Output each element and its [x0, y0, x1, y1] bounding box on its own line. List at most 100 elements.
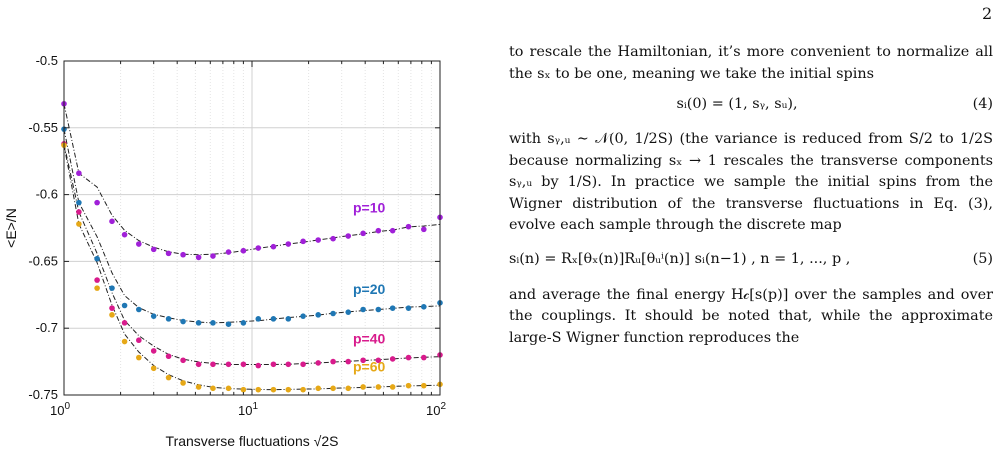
data-point-p=60	[180, 380, 186, 386]
data-point-p=10	[109, 218, 115, 225]
data-point-p=20	[300, 313, 306, 319]
series-label-p=10: p=10	[353, 200, 386, 216]
data-point-p=40	[330, 358, 336, 365]
data-point-p=40	[420, 354, 427, 361]
data-point-p=60	[345, 385, 352, 392]
y-tick-label: -0.55	[28, 120, 58, 135]
data-point-p=10	[150, 246, 157, 253]
text-column: to rescale the Hamiltonian, it’s more co…	[509, 42, 993, 349]
data-point-p=10	[180, 251, 186, 258]
data-point-p=20	[150, 313, 157, 319]
data-point-p=20	[165, 316, 172, 322]
data-point-p=40	[240, 361, 247, 368]
data-point-p=10	[225, 249, 232, 255]
data-point-p=10	[94, 199, 100, 206]
data-point-p=10	[360, 230, 366, 237]
data-point-p=60	[405, 382, 412, 389]
data-point-p=60	[255, 386, 262, 393]
equation-5-body: sᵢ(n) = Rₓ[θₓ(n)]Rᵤ[θᵤⁱ(n)] sᵢ(n−1) , n …	[509, 250, 851, 267]
data-point-p=20	[210, 320, 216, 326]
data-point-p=40	[360, 357, 366, 364]
data-points	[61, 100, 443, 393]
data-point-p=60	[330, 385, 336, 392]
data-point-p=60	[165, 374, 172, 381]
data-point-p=40	[270, 361, 277, 368]
data-point-p=60	[270, 386, 277, 393]
data-point-p=10	[270, 243, 277, 250]
data-point-p=40	[225, 361, 232, 368]
data-point-p=10	[315, 237, 322, 243]
data-point-p=40	[285, 361, 292, 368]
x-axis-title: Transverse fluctuations √2S	[166, 433, 339, 449]
y-tick-label: -0.5	[36, 53, 58, 68]
data-point-p=20	[76, 199, 82, 206]
series-label-p=60: p=60	[353, 359, 386, 375]
data-point-p=10	[210, 253, 216, 259]
data-point-p=10	[345, 233, 352, 239]
data-point-p=60	[121, 338, 128, 345]
data-point-p=40	[121, 320, 128, 326]
data-point-p=10	[195, 254, 202, 261]
data-point-p=40	[136, 337, 142, 344]
data-point-p=20	[270, 316, 277, 322]
data-point-p=60	[300, 386, 306, 393]
x-tick-label: 101	[238, 401, 258, 418]
data-point-p=20	[345, 309, 352, 315]
data-point-p=20	[255, 316, 262, 322]
series-labels: p=10 p=20 p=40 p=60	[353, 200, 386, 375]
data-point-p=60	[360, 384, 366, 390]
data-point-p=10	[375, 227, 382, 234]
data-point-p=40	[210, 361, 216, 368]
data-point-p=60	[420, 382, 427, 389]
equation-4-body: sᵢ(0) = (1, sᵧ, sᵤ),	[676, 96, 798, 112]
data-point-p=10	[240, 247, 247, 254]
x-tick-label: 100	[50, 401, 70, 418]
y-tick-label: -0.65	[28, 253, 58, 268]
data-point-p=20	[136, 306, 142, 313]
tick-marks	[63, 60, 441, 396]
data-point-p=10	[136, 241, 142, 247]
paragraph-2: with sᵧ,ᵤ ∼ 𝒩(0, 1/2S) (the variance is …	[509, 131, 993, 233]
y-tick-labels: -0.5 -0.55 -0.6 -0.65 -0.7 -0.75	[28, 53, 58, 402]
paragraph-1: to rescale the Hamiltonian, it’s more co…	[509, 44, 993, 82]
data-point-p=10	[121, 231, 128, 238]
data-point-p=20	[360, 306, 366, 313]
data-point-p=60	[315, 385, 322, 392]
data-point-p=60	[389, 384, 396, 390]
data-point-p=60	[150, 365, 157, 372]
data-point-p=20	[94, 255, 100, 262]
series-label-p=20: p=20	[353, 281, 386, 297]
data-point-p=10	[420, 226, 427, 233]
data-point-p=20	[180, 318, 186, 325]
data-point-p=40	[195, 361, 202, 368]
data-point-p=60	[225, 385, 232, 392]
data-point-p=40	[315, 360, 322, 366]
data-point-p=40	[76, 209, 82, 215]
data-point-p=10	[76, 170, 82, 177]
data-point-p=10	[300, 238, 306, 245]
equation-5: sᵢ(n) = Rₓ[θₓ(n)]Rᵤ[θᵤⁱ(n)] sᵢ(n−1) , n …	[509, 249, 993, 277]
data-point-p=20	[285, 316, 292, 322]
y-axis-title: <E>/N	[3, 208, 19, 248]
equation-5-number: (5)	[972, 250, 993, 267]
data-point-p=20	[420, 304, 427, 310]
data-point-p=10	[405, 223, 412, 230]
x-tick-label: 102	[426, 401, 446, 418]
data-point-p=10	[285, 241, 292, 247]
data-point-p=40	[165, 353, 172, 360]
data-point-p=20	[389, 305, 396, 311]
fit-line-p=60	[63, 145, 441, 391]
data-point-p=60	[285, 386, 292, 393]
data-point-p=20	[240, 320, 247, 326]
data-point-p=40	[405, 354, 412, 361]
data-point-p=60	[195, 384, 202, 390]
energy-vs-fluctuations-figure: -0.5 -0.55 -0.6 -0.65 -0.7 -0.75 100 101 102 p=…	[0, 40, 470, 467]
data-point-p=10	[389, 227, 396, 234]
data-point-p=20	[405, 305, 412, 311]
data-point-p=60	[76, 221, 82, 227]
paragraph-3: and average the final energy H𝒸[s(p)] ov…	[509, 286, 993, 346]
data-point-p=40	[94, 277, 100, 283]
y-tick-label: -0.7	[36, 320, 58, 335]
data-point-p=40	[150, 348, 157, 354]
data-point-p=40	[109, 305, 115, 311]
